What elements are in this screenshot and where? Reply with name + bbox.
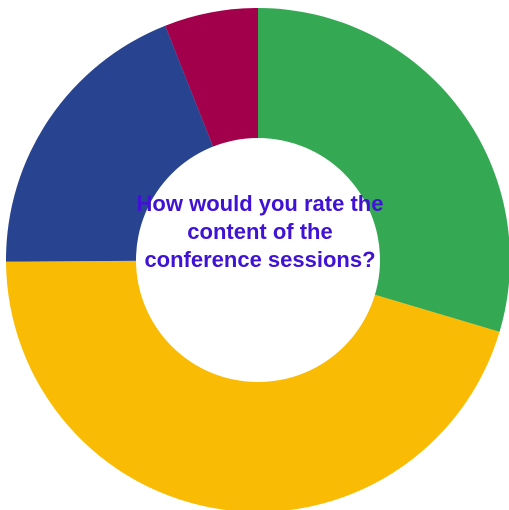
chart-center-title: How would you rate the content of the co…	[136, 191, 384, 272]
donut-hole	[136, 138, 380, 382]
donut-slice-2	[6, 260, 500, 510]
